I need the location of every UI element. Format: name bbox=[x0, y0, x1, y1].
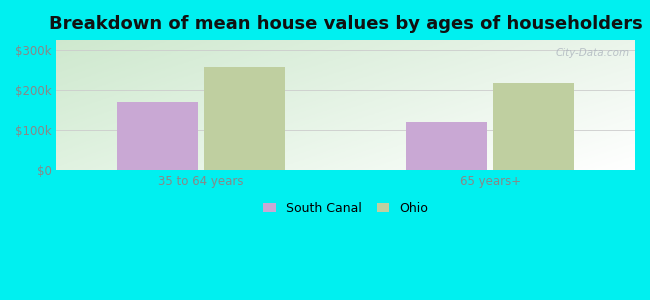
Bar bbox=[406, 122, 488, 170]
Title: Breakdown of mean house values by ages of householders: Breakdown of mean house values by ages o… bbox=[49, 15, 643, 33]
Text: City-Data.com: City-Data.com bbox=[555, 48, 629, 58]
Bar bbox=[117, 102, 198, 170]
Bar bbox=[204, 67, 285, 170]
Legend: South Canal, Ohio: South Canal, Ohio bbox=[259, 198, 432, 219]
Bar bbox=[493, 83, 574, 170]
